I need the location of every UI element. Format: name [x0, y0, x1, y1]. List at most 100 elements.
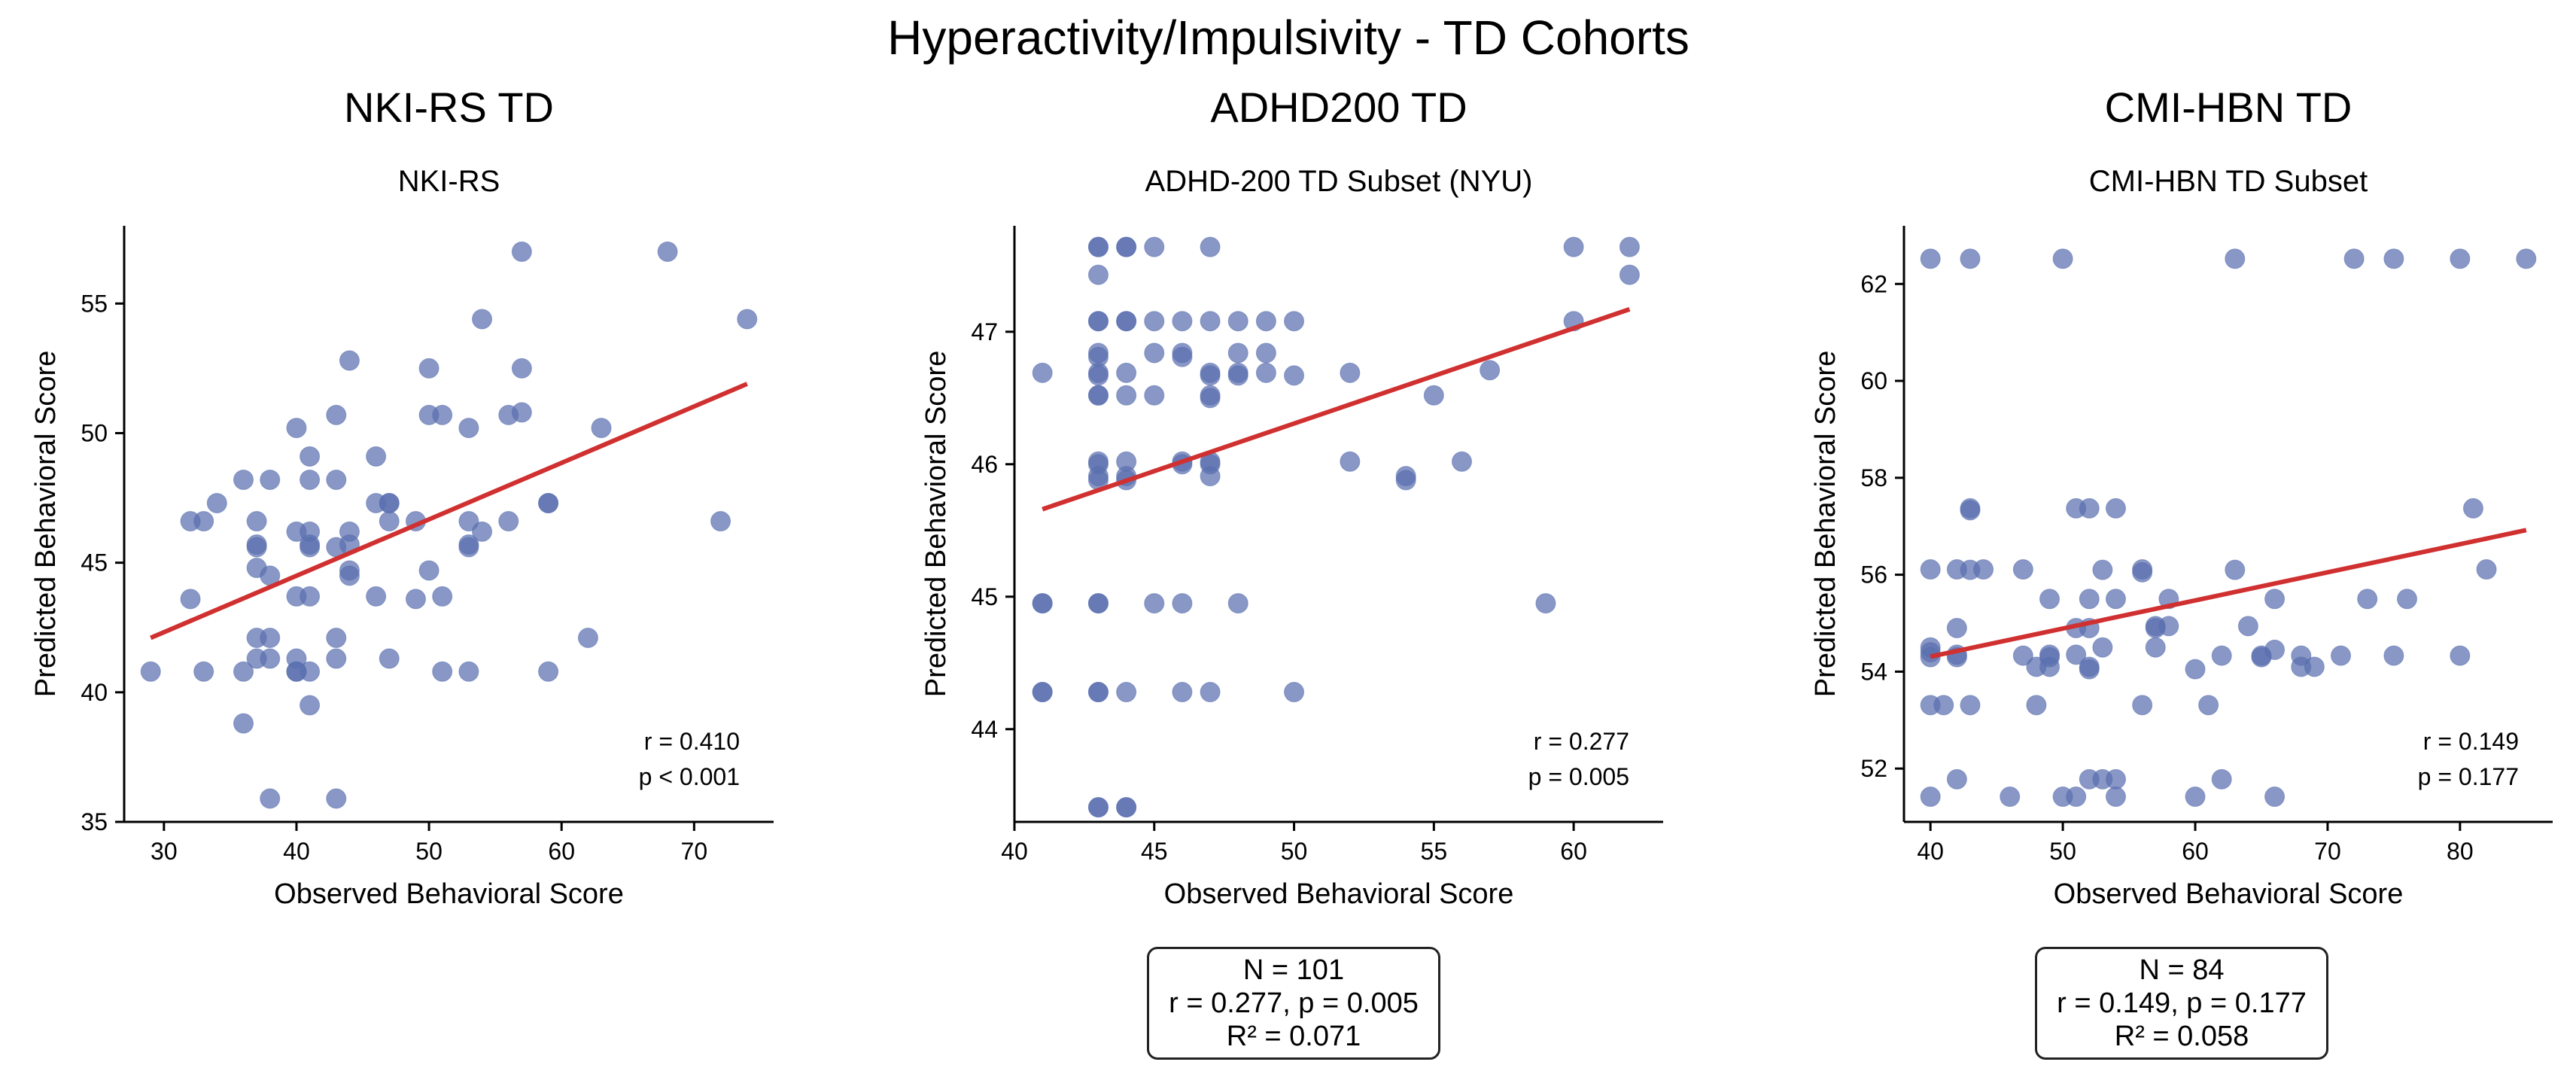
x-axis-label: Observed Behavioral Score [274, 878, 624, 910]
y-axis-label: Predicted Behavioral Score [30, 351, 62, 697]
x-tick-label: 60 [1560, 838, 1587, 865]
data-point [1087, 797, 1109, 818]
y-tick-label: 40 [81, 679, 108, 706]
data-point [2132, 561, 2153, 583]
data-point [260, 788, 281, 809]
data-point [737, 309, 758, 330]
data-point [511, 402, 532, 423]
data-point [1087, 385, 1109, 406]
data-point [1200, 466, 1221, 487]
chart-title: NKI-RS [398, 165, 500, 198]
data-point [472, 309, 493, 330]
figure-title: Hyperactivity/Impulsivity - TD Cohorts [887, 11, 1689, 65]
data-point [1172, 593, 1193, 614]
x-axis-label: Observed Behavioral Score [1164, 878, 1514, 910]
stat-p: p = 0.005 [1528, 763, 1629, 790]
data-point [1144, 342, 1165, 364]
regression-line [1042, 307, 1631, 512]
data-point [193, 511, 214, 532]
data-point [233, 713, 254, 734]
data-point [511, 241, 532, 262]
x-tick-label: 40 [1001, 838, 1028, 865]
x-axis-label: Observed Behavioral Score [2054, 878, 2404, 910]
data-point [2105, 787, 2126, 808]
data-point [140, 661, 161, 682]
stat-r: r = 0.277 [1534, 728, 1629, 755]
data-point [2079, 659, 2100, 680]
data-point [1227, 593, 1248, 614]
data-point [246, 537, 267, 558]
y-tick-label: 55 [81, 290, 108, 317]
data-point [1255, 311, 1276, 332]
data-point [2462, 497, 2483, 519]
data-point [300, 661, 321, 682]
panel-title: CMI-HBN TD [2105, 84, 2352, 131]
data-point [2450, 248, 2471, 269]
data-point [1423, 385, 1444, 406]
data-point [657, 241, 678, 262]
data-point [326, 404, 347, 425]
data-point [511, 358, 532, 379]
data-point [2105, 497, 2126, 519]
data-point [206, 492, 227, 513]
y-tick-label: 56 [1860, 561, 1887, 589]
data-point [300, 446, 321, 467]
chart-title: CMI-HBN TD Subset [2089, 165, 2368, 198]
data-point [2264, 589, 2286, 610]
x-tick-label: 50 [1281, 838, 1308, 865]
data-point [1032, 362, 1053, 383]
data-point [260, 648, 281, 669]
data-point [379, 648, 400, 669]
data-point [538, 492, 559, 513]
y-tick-label: 54 [1860, 658, 1887, 685]
x-tick-label: 70 [2314, 838, 2341, 865]
data-point [326, 788, 347, 809]
data-point [233, 469, 254, 490]
data-point [591, 418, 612, 439]
y-tick-label: 52 [1860, 755, 1887, 782]
data-point [1032, 593, 1053, 614]
data-point [2211, 768, 2232, 790]
x-tick-label: 70 [681, 838, 708, 865]
data-point [2012, 559, 2033, 580]
data-point [1087, 682, 1109, 703]
y-tick-label: 45 [971, 583, 998, 610]
data-point [2383, 248, 2404, 269]
data-point [1200, 236, 1221, 257]
chart-title: ADHD-200 TD Subset (NYU) [1145, 165, 1533, 198]
data-point [1116, 236, 1137, 257]
data-point [2264, 787, 2286, 808]
data-point [1563, 236, 1584, 257]
data-point [1032, 682, 1053, 703]
data-point [260, 628, 281, 649]
x-tick-label: 80 [2447, 838, 2474, 865]
data-point [2092, 637, 2113, 658]
panel-title: NKI-RS TD [344, 84, 554, 131]
data-point [193, 661, 214, 682]
data-point [1200, 365, 1221, 386]
data-point [286, 418, 307, 439]
data-point [1087, 236, 1109, 257]
y-tick-label: 46 [971, 451, 998, 478]
data-point [1619, 236, 1640, 257]
data-point [1920, 559, 1941, 580]
data-point [1200, 388, 1221, 409]
data-point [1920, 787, 1941, 808]
data-point [1116, 797, 1137, 818]
regression-line [1930, 528, 2527, 659]
data-point [418, 358, 439, 379]
data-point [1451, 451, 1472, 472]
data-point [2012, 645, 2033, 666]
data-point [1284, 311, 1305, 332]
data-point [1144, 311, 1165, 332]
data-point [233, 661, 254, 682]
data-point [1284, 365, 1305, 386]
data-point [326, 628, 347, 649]
data-point [432, 661, 453, 682]
data-point [2079, 497, 2100, 519]
data-point [1172, 682, 1193, 703]
data-point [2198, 695, 2219, 716]
y-axis-label: Predicted Behavioral Score [920, 351, 952, 697]
data-point [418, 560, 439, 581]
